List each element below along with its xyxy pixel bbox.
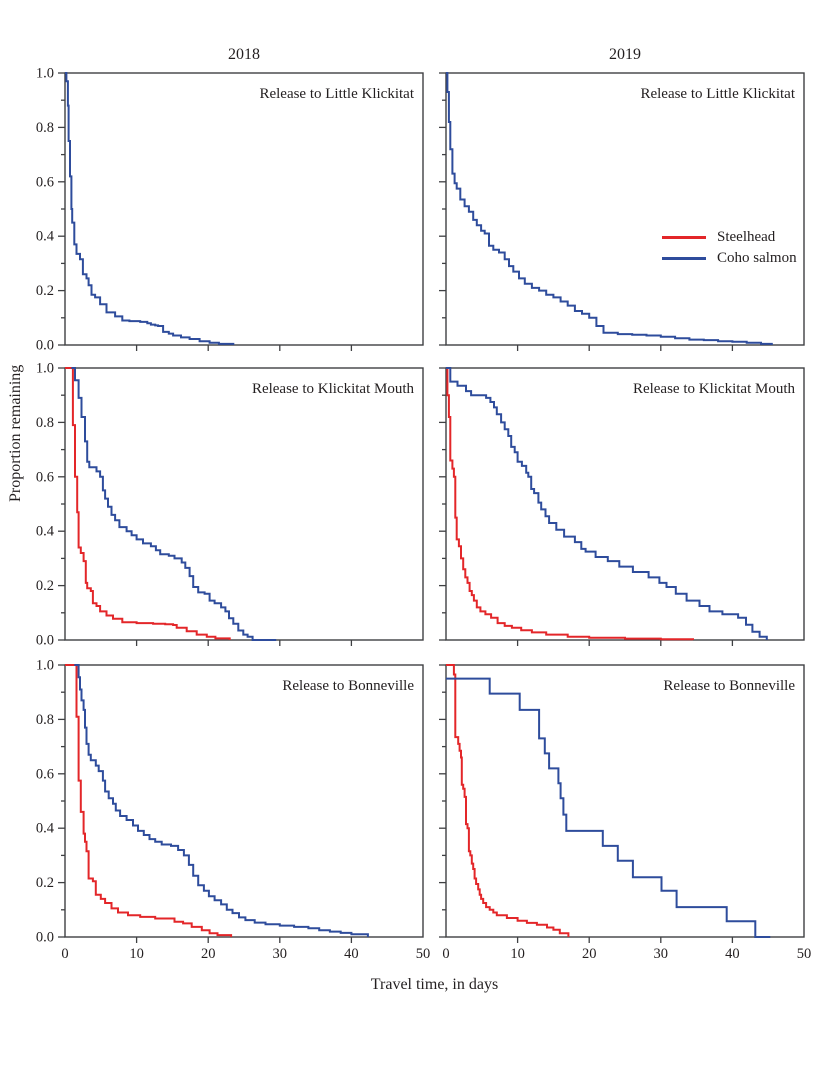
x-tick-label: 20: [201, 946, 216, 962]
series-line-steelhead: [65, 664, 233, 937]
panel-2019-release-to-little-klickitat: Release to Little Klickitat: [439, 72, 805, 351]
series-line-coho-salmon: [446, 677, 771, 938]
plot-frame: [64, 367, 424, 641]
x-tick-label: 0: [61, 946, 68, 962]
y-tick-label: 1.0: [36, 361, 54, 377]
y-tick-label: 0.0: [36, 930, 54, 946]
y-tick-label: 0.8: [36, 120, 54, 136]
y-tick-label: 0.2: [36, 875, 54, 891]
plot-frame: [445, 72, 805, 346]
plot-frame: [445, 367, 805, 641]
y-tick-label: 1.0: [36, 66, 54, 82]
panel-annotation: Release to Bonneville: [663, 678, 795, 694]
series-line-coho-salmon: [74, 664, 369, 937]
y-tick-label: 0.4: [36, 229, 55, 245]
panel-2019-release-to-klickitat-mouth: Release to Klickitat Mouth: [439, 367, 805, 646]
y-tick-label: 1.0: [36, 658, 54, 674]
series-line-steelhead: [65, 367, 231, 640]
y-tick-label: 0.8: [36, 415, 54, 431]
y-tick-label: 0.4: [36, 524, 55, 540]
y-tick-label: 0.2: [36, 578, 54, 594]
x-tick-label: 30: [273, 946, 288, 962]
y-tick-label: 0.4: [36, 821, 55, 837]
panel-2018-release-to-little-klickitat: 0.0 0.2 0.4 0.6 0.8 1.0 Release to Little Klic…: [36, 66, 424, 354]
x-tick-label: 10: [129, 946, 144, 962]
x-tick-label: 50: [797, 946, 812, 962]
panel-annotation: Release to Klickitat Mouth: [633, 381, 796, 397]
y-tick-label: 0.2: [36, 283, 54, 299]
y-tick-label: 0.0: [36, 338, 54, 354]
x-tick-label: 40: [344, 946, 359, 962]
legend-line-coho-salmon: [662, 257, 706, 260]
series-line-coho-salmon: [446, 367, 768, 640]
legend-item-coho-salmon: Coho salmon: [662, 248, 797, 269]
x-tick-label: 0: [442, 946, 449, 962]
legend-label-steelhead: Steelhead: [717, 229, 776, 245]
x-tick-label: 30: [654, 946, 669, 962]
panel-annotation: Release to Bonneville: [282, 678, 414, 694]
legend-label-coho-salmon: Coho salmon: [717, 250, 797, 266]
panel-2019-release-to-bonneville: 0 10 20 30 40 50 Release to Bonneville: [439, 664, 812, 962]
series-line-coho-salmon: [446, 72, 773, 345]
panel-annotation: Release to Little Klickitat: [259, 86, 414, 102]
y-tick-label: 0.8: [36, 712, 54, 728]
x-tick-label: 20: [582, 946, 597, 962]
y-tick-label: 0.0: [36, 633, 54, 649]
series-line-coho-salmon: [71, 367, 277, 641]
series-line-steelhead: [446, 664, 570, 937]
column-title-2018: 2018: [228, 46, 260, 63]
x-tick-label: 40: [725, 946, 740, 962]
chart-legend: Steelhead Coho salmon: [662, 227, 797, 269]
legend-line-steelhead: [662, 236, 706, 239]
plot-frame: [64, 664, 424, 938]
panel-annotation: Release to Little Klickitat: [640, 86, 795, 102]
plot-frame: [445, 664, 805, 938]
series-line-coho-salmon: [65, 72, 235, 345]
x-axis-label: Travel time, in days: [370, 976, 499, 993]
panel-annotation: Release to Klickitat Mouth: [252, 381, 415, 397]
y-tick-label: 0.6: [36, 174, 54, 190]
legend-item-steelhead: Steelhead: [662, 227, 797, 248]
series-line-steelhead: [446, 367, 694, 641]
panel-2018-release-to-klickitat-mouth: 0.0 0.2 0.4 0.6 0.8 1.0 Release to Klickitat M…: [36, 361, 424, 649]
y-tick-label: 0.6: [36, 469, 54, 485]
x-tick-label: 50: [416, 946, 431, 962]
panel-2018-release-to-bonneville: 0.0 0.2 0.4 0.6 0.8 1.0 0 10 20 30 40 50 Release to …: [36, 658, 431, 963]
plot-frame: [64, 72, 424, 346]
y-tick-label: 0.6: [36, 766, 54, 782]
column-title-2019: 2019: [609, 46, 641, 63]
x-tick-label: 10: [510, 946, 525, 962]
